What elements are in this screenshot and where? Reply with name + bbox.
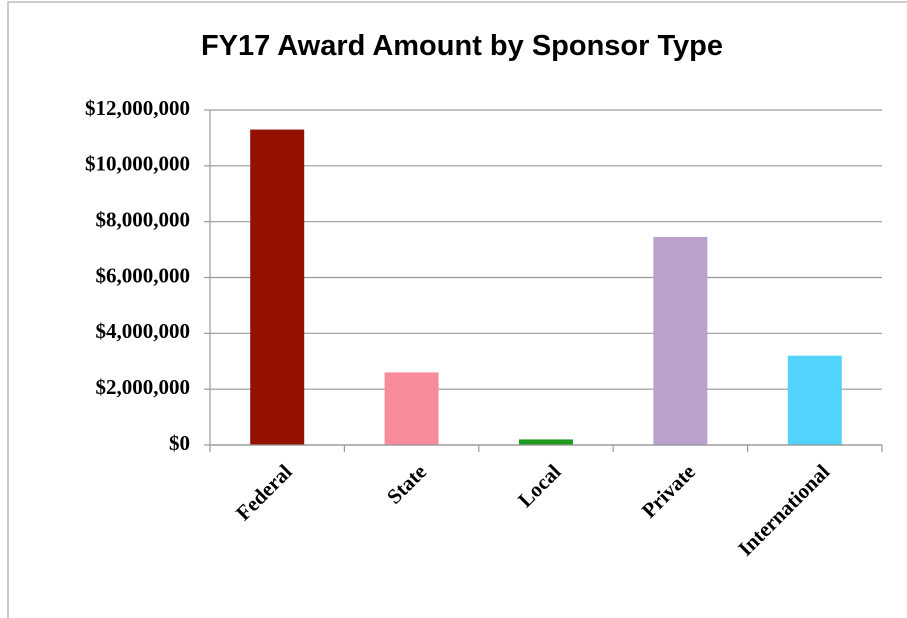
bar [787, 355, 842, 445]
y-tick-label: $4,000,000 [96, 319, 191, 343]
bar [384, 372, 439, 445]
chart-title: FY17 Award Amount by Sponsor Type [201, 30, 723, 62]
chart-frame [7, 1, 907, 618]
y-tick-label: $6,000,000 [96, 263, 191, 287]
bar [519, 439, 573, 445]
bar [653, 237, 708, 445]
y-tick-label: $10,000,000 [85, 152, 190, 176]
bar [250, 129, 305, 445]
y-tick-label: $2,000,000 [96, 375, 191, 399]
y-tick-label: $8,000,000 [96, 207, 191, 231]
y-tick-label: $0 [169, 431, 190, 455]
y-tick-label: $12,000,000 [85, 96, 190, 120]
